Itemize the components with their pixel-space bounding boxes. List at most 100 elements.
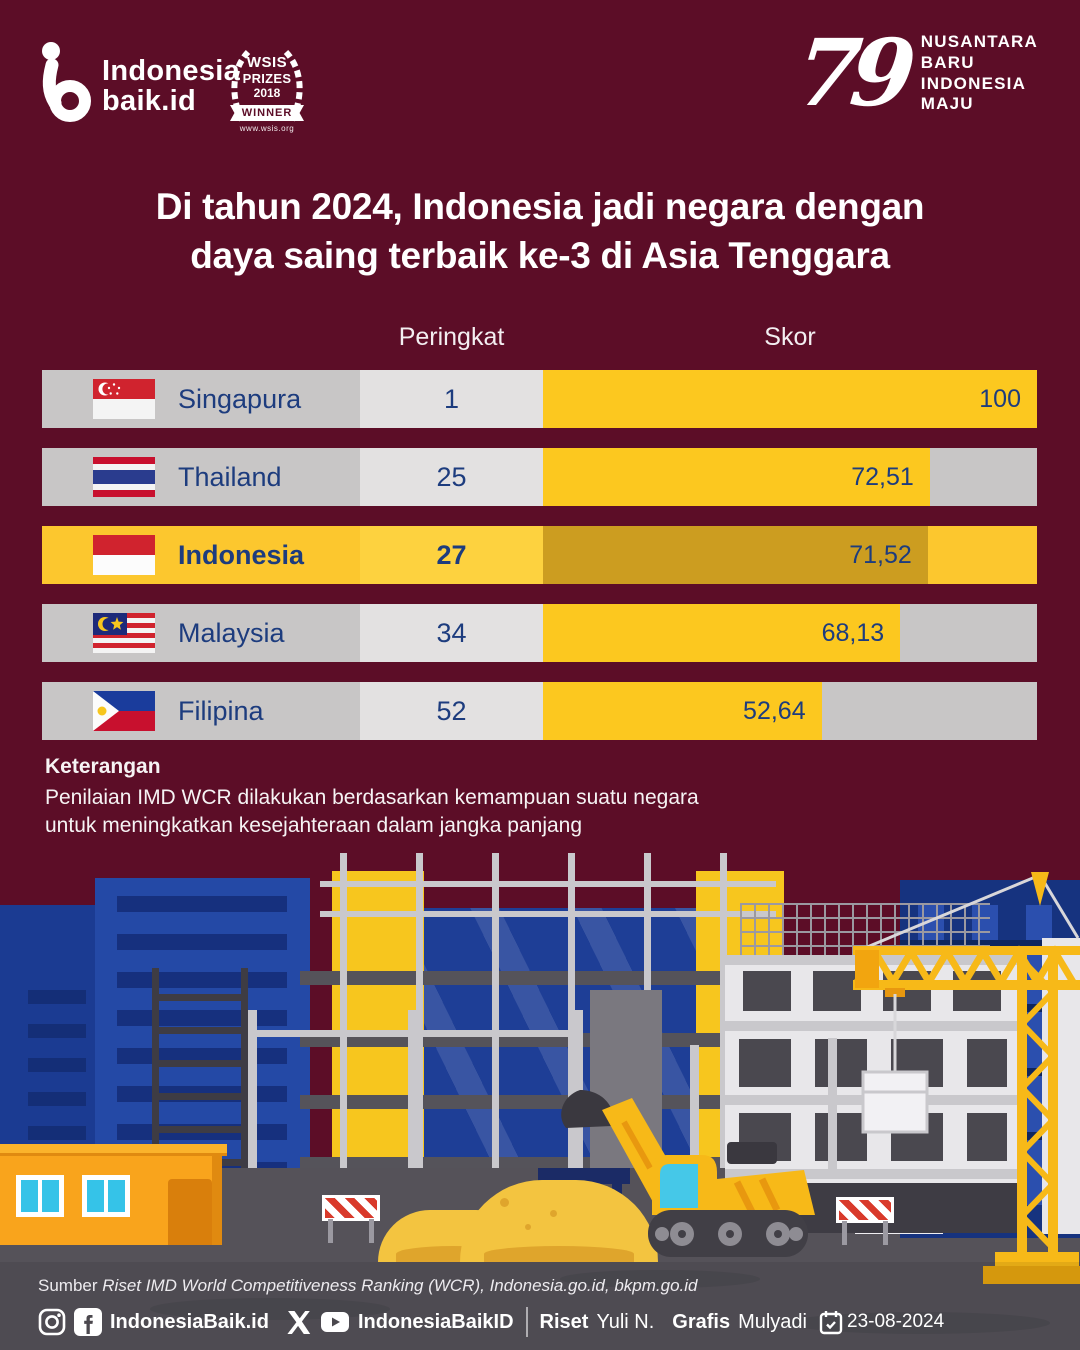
country-name: Filipina bbox=[178, 696, 264, 726]
barrier-board bbox=[322, 1195, 380, 1221]
wsis-prizes: PRIZES bbox=[242, 71, 292, 86]
note-line2: untuk meningkatkan kesejahteraan dalam j… bbox=[45, 813, 583, 837]
title-line1: Di tahun 2024, Indonesia jadi negara den… bbox=[155, 186, 925, 227]
country-name: Indonesia bbox=[178, 540, 305, 570]
table-row-filipina: Filipina 52 52,64 bbox=[42, 682, 1037, 740]
barrier-leg bbox=[842, 1221, 847, 1245]
social-bar: IndonesiaBaik.id IndonesiaBaikID Riset Y… bbox=[38, 1305, 944, 1339]
facebook-icon bbox=[74, 1308, 102, 1336]
window-opening bbox=[967, 1113, 1007, 1161]
youtube-icon bbox=[320, 1312, 349, 1332]
column-header-skor: Skor bbox=[764, 323, 816, 351]
x-twitter-icon bbox=[287, 1310, 311, 1334]
scaffold-post bbox=[248, 1010, 257, 1168]
cabin-door bbox=[168, 1179, 212, 1245]
anniv-line2: BARU bbox=[920, 52, 975, 72]
scaffold-post bbox=[408, 1010, 417, 1168]
score-cell: 68,13 bbox=[543, 604, 1037, 662]
tower-crane bbox=[853, 872, 1080, 1284]
country-name: Malaysia bbox=[178, 618, 285, 648]
score-bar: 100 bbox=[543, 370, 1037, 428]
scaffold-post bbox=[828, 1038, 837, 1175]
anniv-line4: MAJU bbox=[920, 94, 974, 114]
instagram-icon bbox=[38, 1308, 66, 1336]
barrier-leg bbox=[369, 1219, 374, 1243]
window-opening bbox=[967, 1039, 1007, 1087]
score-value: 72,51 bbox=[851, 462, 914, 491]
brand-line2: baik.id bbox=[102, 85, 196, 118]
window-mullion bbox=[104, 1180, 108, 1212]
separator bbox=[525, 1307, 528, 1337]
window-opening bbox=[739, 1039, 791, 1087]
anniversary-logo: 79 NUSANTARA BARU INDONESIA MAJU bbox=[791, 19, 1038, 127]
flag-malaysia bbox=[93, 613, 155, 653]
site-office-cabin bbox=[0, 1144, 227, 1245]
riset-name: Yuli N. bbox=[596, 1310, 655, 1333]
score-value: 68,13 bbox=[821, 618, 885, 647]
table-row-singapura: Singapura 1 100 bbox=[42, 370, 1037, 428]
slab bbox=[725, 1021, 1020, 1031]
score-bar: 68,13 bbox=[543, 604, 901, 662]
name-cell: Filipina bbox=[42, 682, 360, 740]
social-handle-youtube: IndonesiaBaikID bbox=[357, 1310, 514, 1333]
note-heading: Keterangan bbox=[45, 755, 161, 778]
rank-cell: 52 bbox=[360, 682, 543, 740]
slab bbox=[725, 1169, 1020, 1179]
anniversary-text: NUSANTARA BARU INDONESIA MAJU bbox=[921, 32, 1038, 115]
wsis-winner-ribbon: WINNER bbox=[230, 105, 304, 121]
header: Indonesia baik.id WSIS PRIZES 2018 WINNE… bbox=[0, 0, 1080, 160]
scaffold-post bbox=[690, 1045, 699, 1175]
window-opening bbox=[815, 1039, 867, 1087]
calendar-icon bbox=[819, 1311, 843, 1335]
flag-singapore bbox=[93, 379, 155, 419]
wsis-url: www.wsis.org bbox=[239, 124, 295, 133]
publish-date: 23-08-2024 bbox=[847, 1311, 945, 1332]
score-value: 100 bbox=[979, 384, 1021, 413]
sand-dot bbox=[525, 1224, 531, 1230]
excavator bbox=[561, 1090, 815, 1257]
scaffold-beam bbox=[320, 881, 776, 887]
source-line: Sumber Riset IMD World Competitiveness R… bbox=[38, 1276, 698, 1296]
score-bar: 71,52 bbox=[543, 526, 928, 584]
sand-shade bbox=[483, 1246, 635, 1262]
riset-label: Riset bbox=[539, 1310, 589, 1333]
rank-cell: 25 bbox=[360, 448, 543, 506]
window-opening bbox=[743, 971, 791, 1011]
window-mullion bbox=[38, 1180, 42, 1212]
source-text: Riset IMD World Competitiveness Ranking … bbox=[102, 1276, 698, 1295]
sand-dot bbox=[500, 1198, 509, 1207]
source-label: Sumber bbox=[38, 1276, 98, 1295]
wsis-badge: WSIS PRIZES 2018 WINNER www.wsis.org bbox=[228, 42, 306, 133]
table-row-thailand: Thailand 25 72,51 bbox=[42, 448, 1037, 506]
scaffold-post bbox=[574, 1010, 583, 1168]
wsis-year: 2018 bbox=[253, 86, 281, 100]
wsis-title: WSIS bbox=[246, 54, 288, 71]
building-far-left bbox=[0, 905, 95, 1210]
footer-ground-strip bbox=[0, 1262, 1080, 1350]
anniv-line1: NUSANTARA bbox=[920, 32, 1038, 52]
sand-dot bbox=[550, 1210, 557, 1217]
cabin-window bbox=[82, 1175, 130, 1217]
score-cell: 72,51 bbox=[543, 448, 1037, 506]
barrier-board bbox=[836, 1197, 894, 1223]
scaffold-beam bbox=[248, 1030, 583, 1037]
cabin-shade-band bbox=[212, 1153, 222, 1245]
note-keterangan: Keterangan Penilaian IMD WCR dilakukan b… bbox=[45, 755, 699, 840]
barrier-leg bbox=[883, 1221, 888, 1245]
title-line2: daya saing terbaik ke-3 di Asia Tenggara bbox=[190, 234, 890, 276]
flag-indonesia bbox=[93, 535, 155, 575]
window-opening bbox=[813, 971, 861, 1011]
rank-cell: 34 bbox=[360, 604, 543, 662]
page-title: Di tahun 2024, Indonesia jadi negara den… bbox=[0, 183, 1080, 281]
grafis-name: Mulyadi bbox=[738, 1310, 807, 1333]
table-row-indonesia: Indonesia 27 71,52 bbox=[42, 526, 1037, 584]
rank-cell: 27 bbox=[360, 526, 543, 584]
name-cell: Indonesia bbox=[42, 526, 360, 584]
scaffold-beam bbox=[320, 911, 776, 917]
country-name: Thailand bbox=[178, 462, 282, 492]
score-cell: 71,52 bbox=[543, 526, 1037, 584]
column-header-peringkat: Peringkat bbox=[398, 323, 505, 351]
cabin-roof bbox=[0, 1144, 227, 1156]
indonesiabaik-logo-icon bbox=[42, 42, 91, 122]
